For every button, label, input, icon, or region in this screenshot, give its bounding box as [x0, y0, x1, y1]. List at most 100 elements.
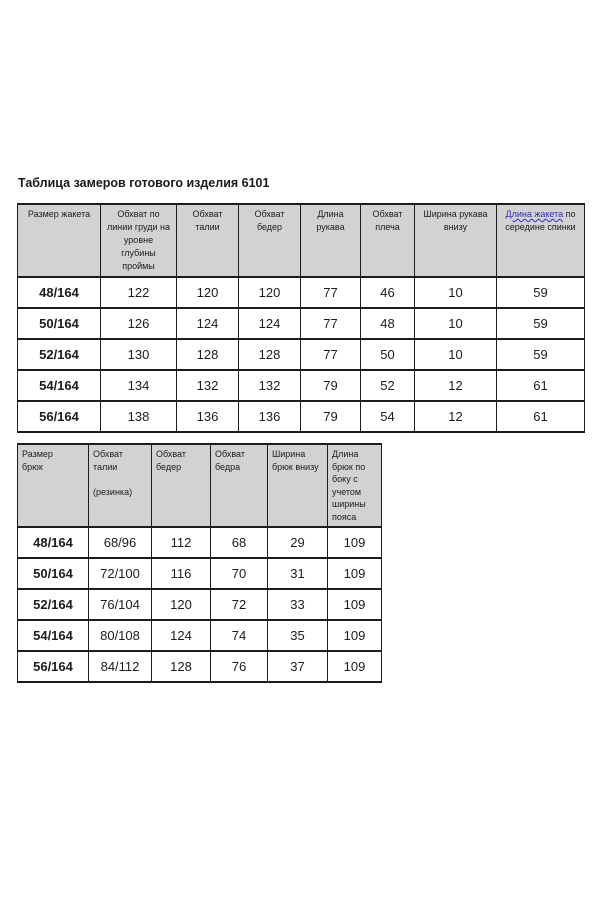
value-cell: 130	[100, 338, 177, 371]
value-cell: 124	[176, 307, 239, 340]
value-cell: 126	[100, 307, 177, 340]
value-cell: 76/104	[88, 588, 152, 621]
value-cell: 136	[238, 400, 301, 433]
jacket-measurements-table: Размер жакета Обхват по линии груди на у…	[17, 203, 585, 433]
column-header-hips: Обхват бедер	[238, 203, 301, 278]
size-cell: 56/164	[17, 650, 89, 683]
value-cell: 84/112	[88, 650, 152, 683]
size-cell: 50/164	[17, 557, 89, 590]
trousers-measurements-table: Размер брюк Обхват талии (резинка) Обхва…	[17, 443, 382, 683]
value-cell: 124	[151, 619, 211, 652]
column-header-trousers-size: Размер брюк	[17, 443, 89, 528]
value-cell: 61	[496, 369, 585, 402]
value-cell: 120	[238, 276, 301, 309]
column-header-leg-width: Ширина брюк внизу	[267, 443, 328, 528]
value-cell: 35	[267, 619, 328, 652]
value-cell: 136	[176, 400, 239, 433]
value-cell: 120	[176, 276, 239, 309]
table-row: 54/164 134 132 132 79 52 12 61	[17, 369, 585, 402]
value-cell: 120	[151, 588, 211, 621]
table-row: 50/164 72/100 116 70 31 109	[17, 557, 382, 590]
column-header-waist-elastic: Обхват талии (резинка)	[88, 443, 152, 528]
value-cell: 128	[151, 650, 211, 683]
value-cell: 29	[267, 526, 328, 559]
table-row: 56/164 138 136 136 79 54 12 61	[17, 400, 585, 433]
value-cell: 138	[100, 400, 177, 433]
column-header-sleeve-length: Длина рукава	[300, 203, 361, 278]
table-row: 50/164 126 124 124 77 48 10 59	[17, 307, 585, 340]
value-cell: 31	[267, 557, 328, 590]
value-cell: 59	[496, 338, 585, 371]
size-cell: 52/164	[17, 338, 101, 371]
jacket-length-rest: по середине спинки	[505, 209, 576, 232]
value-cell: 77	[300, 276, 361, 309]
column-header-thigh: Обхват бедра	[210, 443, 268, 528]
value-cell: 112	[151, 526, 211, 559]
value-cell: 37	[267, 650, 328, 683]
size-cell: 56/164	[17, 400, 101, 433]
value-cell: 10	[414, 276, 497, 309]
value-cell: 80/108	[88, 619, 152, 652]
trousers-header-row: Размер брюк Обхват талии (резинка) Обхва…	[17, 443, 382, 528]
value-cell: 10	[414, 307, 497, 340]
value-cell: 68	[210, 526, 268, 559]
value-cell: 109	[327, 619, 382, 652]
value-cell: 61	[496, 400, 585, 433]
value-cell: 74	[210, 619, 268, 652]
value-cell: 70	[210, 557, 268, 590]
value-cell: 109	[327, 526, 382, 559]
jacket-length-link[interactable]: Длина жакета	[505, 209, 564, 219]
value-cell: 77	[300, 338, 361, 371]
value-cell: 109	[327, 588, 382, 621]
table-row: 52/164 76/104 120 72 33 109	[17, 588, 382, 621]
column-header-hips: Обхват бедер	[151, 443, 211, 528]
value-cell: 132	[176, 369, 239, 402]
value-cell: 10	[414, 338, 497, 371]
value-cell: 116	[151, 557, 211, 590]
size-cell: 50/164	[17, 307, 101, 340]
jacket-header-row: Размер жакета Обхват по линии груди на у…	[17, 203, 585, 278]
value-cell: 109	[327, 557, 382, 590]
value-cell: 48	[360, 307, 415, 340]
table-row: 48/164 122 120 120 77 46 10 59	[17, 276, 585, 309]
value-cell: 12	[414, 369, 497, 402]
value-cell: 54	[360, 400, 415, 433]
table-row: 54/164 80/108 124 74 35 109	[17, 619, 382, 652]
value-cell: 46	[360, 276, 415, 309]
value-cell: 72	[210, 588, 268, 621]
size-cell: 54/164	[17, 619, 89, 652]
value-cell: 50	[360, 338, 415, 371]
column-header-sleeve-width: Ширина рукава внизу	[414, 203, 497, 278]
size-cell: 52/164	[17, 588, 89, 621]
column-header-jacket-length: Длина жакета по середине спинки	[496, 203, 585, 278]
value-cell: 132	[238, 369, 301, 402]
column-header-jacket-size: Размер жакета	[17, 203, 101, 278]
value-cell: 76	[210, 650, 268, 683]
column-header-chest: Обхват по линии груди на уровне глубины …	[100, 203, 177, 278]
column-header-trousers-length: Длина брюк по боку с учетом ширины пояса	[327, 443, 382, 528]
value-cell: 122	[100, 276, 177, 309]
value-cell: 77	[300, 307, 361, 340]
table-row: 56/164 84/112 128 76 37 109	[17, 650, 382, 683]
table-row: 48/164 68/96 112 68 29 109	[17, 526, 382, 559]
value-cell: 72/100	[88, 557, 152, 590]
value-cell: 59	[496, 307, 585, 340]
column-header-shoulder: Обхват плеча	[360, 203, 415, 278]
value-cell: 79	[300, 400, 361, 433]
value-cell: 52	[360, 369, 415, 402]
table-row: 52/164 130 128 128 77 50 10 59	[17, 338, 585, 371]
size-cell: 48/164	[17, 276, 101, 309]
value-cell: 59	[496, 276, 585, 309]
value-cell: 68/96	[88, 526, 152, 559]
column-header-waist: Обхват талии	[176, 203, 239, 278]
value-cell: 128	[238, 338, 301, 371]
value-cell: 128	[176, 338, 239, 371]
value-cell: 33	[267, 588, 328, 621]
size-cell: 54/164	[17, 369, 101, 402]
value-cell: 124	[238, 307, 301, 340]
page-title: Таблица замеров готового изделия 6101	[18, 176, 270, 190]
value-cell: 12	[414, 400, 497, 433]
value-cell: 109	[327, 650, 382, 683]
value-cell: 79	[300, 369, 361, 402]
value-cell: 134	[100, 369, 177, 402]
